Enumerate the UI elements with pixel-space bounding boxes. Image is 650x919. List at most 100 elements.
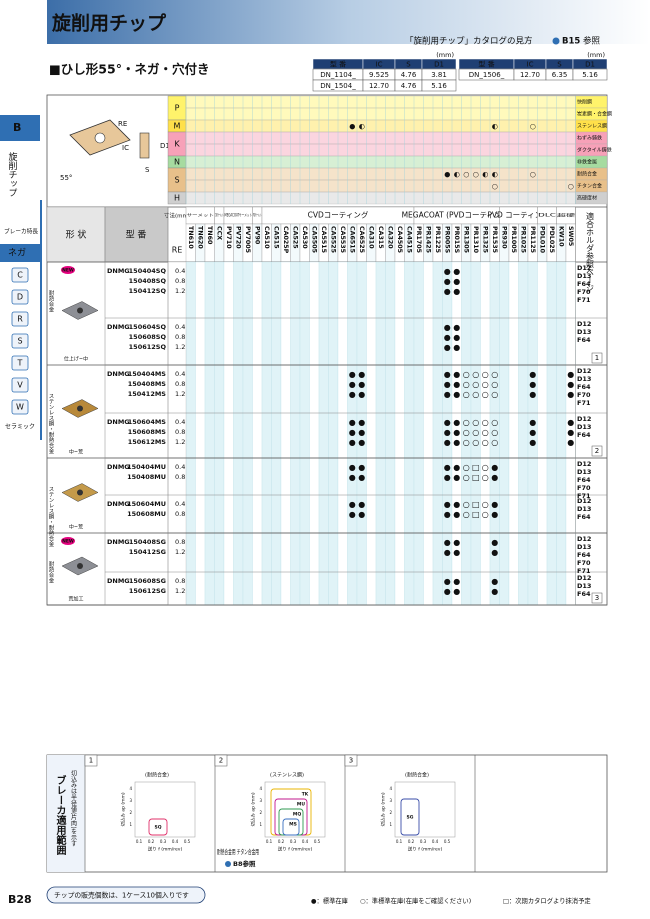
stock-mark: ● [529,438,536,447]
grade-name: TN610 [187,226,194,249]
dim-cell: 3.81 [431,71,447,79]
stock-mark: ● [444,343,451,352]
model-number: 150608SG [129,577,166,585]
dim-header-text: D1 [585,61,595,69]
cutting-label: 中~荒 [69,449,83,456]
shape-icon [11,289,29,305]
stock-mark: ● [358,463,365,472]
stock-mark: ● [444,428,451,437]
stock-mark: ● [567,390,574,399]
stock-mark: ○ [463,390,470,399]
shape-label: V [17,381,23,390]
material-code: S [174,176,179,185]
grade-column [546,261,557,606]
re-value: 0.8 [175,428,185,436]
x-tick: 0.5 [184,839,191,844]
material-row [185,191,576,205]
holder-page: D13 [577,272,591,280]
holder-page: F70 [577,288,591,296]
dim-header-text: S [557,61,562,69]
dim-header-text: S [406,61,411,69]
y-tick: 2 [389,810,392,815]
grade-name: PR1310 [472,226,479,254]
re-header: RE [172,246,183,255]
stock-mark: ○ [491,390,498,399]
stock-mark: ● [453,333,460,342]
catalog-ref: 「旋削用チップ」カタログの見方 [405,36,533,47]
drawing-label: S [145,166,150,174]
y-label: 切込み ap (mm) [120,792,127,826]
holder-page: F71 [577,567,591,575]
y-tick: 1 [389,822,392,827]
stock-mark: ● [444,463,451,472]
stock-mark: ● [453,577,460,586]
stock-mark: ○ [491,418,498,427]
re-value: 0.8 [175,577,185,585]
re-value: 1.2 [175,390,185,398]
stock-mark: ● [567,438,574,447]
legend-item: ●：標準在庫 [311,896,349,905]
stock-mark: ● [453,267,460,276]
shape-label: R [17,315,23,324]
material-row [185,167,576,181]
holder-page: F64 [577,590,591,598]
dim-cell: 5.16 [582,71,598,79]
stock-mark: ○ [463,510,470,519]
stock-mark: ○ [472,370,479,379]
sidebar-ceramic: セラミック [5,424,35,431]
group-name: サーメット [187,213,215,218]
stock-mark: ○ [482,418,489,427]
size-header: 寸法(mm) [164,212,190,220]
dim-header-text: D1 [434,61,444,69]
model-number: 150408SG [129,538,166,546]
model-number: 150604MU [127,500,166,508]
re-value: 0.4 [175,267,185,275]
stock-mark: ● [358,510,365,519]
material-mark: ○ [492,183,498,191]
stock-mark: ● [529,370,536,379]
material-row [185,143,576,157]
grade-name: TN620 [196,226,203,249]
dim-cell: DN_1104_ [320,71,356,79]
re-value: 0.4 [175,418,185,426]
grade-name: CA5525 [329,226,336,253]
stock-mark: ● [529,380,536,389]
region-label: MS [289,822,297,828]
y-tick: 4 [129,786,132,791]
holder-header: 適合ホルダ参照ページ [586,211,595,292]
stock-mark: ● [358,380,365,389]
stock-mark: ● [358,390,365,399]
model-prefix: DNMG [107,463,130,471]
grade-column [432,261,443,606]
stock-mark: ● [444,277,451,286]
stock-mark: ● [453,428,460,437]
unit: (mm) [436,51,454,59]
grade-column [366,261,377,606]
grade-column [195,261,206,606]
stock-mark: ○ [491,380,498,389]
ref-page: B15 [562,37,580,47]
model-number: 150404SQ [129,267,167,275]
group-name: DLC [538,213,556,218]
group-name: PVDサーメット [253,213,262,218]
ref-icon [225,861,231,867]
panel-number: 2 [219,757,223,765]
holder-page: D12 [577,264,591,272]
grade-column [261,261,272,606]
material-name: ねずみ鋳鉄 [577,135,602,142]
x-tick: 0.1 [266,839,273,844]
grade-name: PR930 [500,226,507,249]
grade-name: PR015S [453,226,460,254]
re-value: 0.4 [175,323,185,331]
legend-item: ○：準標準在庫(在庫をご確認ください) [360,896,471,905]
material-row [185,155,576,169]
stock-mark: ● [349,418,356,427]
re-value: 0.8 [175,277,185,285]
range-region [282,818,300,836]
stock-mark: ○ [463,370,470,379]
grade-column [233,261,244,606]
y-tick: 4 [389,786,392,791]
stock-mark: ● [567,428,574,437]
re-value: 1.2 [175,587,185,595]
ref-icon [552,37,560,45]
